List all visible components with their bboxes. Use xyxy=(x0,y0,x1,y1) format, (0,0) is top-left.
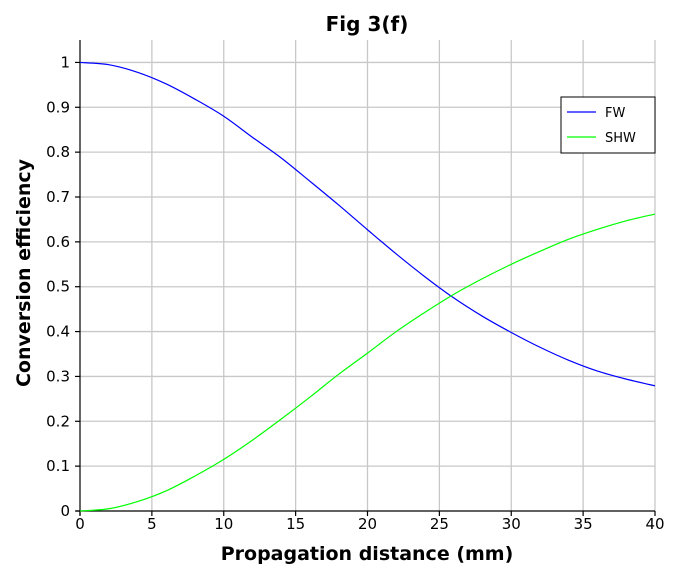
y-tick-label-0: 0 xyxy=(60,502,70,520)
series-line-shw xyxy=(79,213,656,512)
y-tick-label-0-9: 0.9 xyxy=(46,98,70,116)
series-group xyxy=(79,61,656,512)
legend-label-fw: FW xyxy=(605,106,625,121)
legend-box xyxy=(560,96,656,154)
legend: FW SHW xyxy=(560,96,656,154)
y-tick-label-0-8: 0.8 xyxy=(46,143,70,161)
x-axis-label: Propagation distance (mm) xyxy=(221,543,514,565)
grid xyxy=(80,40,656,511)
x-tick-label-40: 40 xyxy=(645,515,664,533)
y-tick-label-0-1: 0.1 xyxy=(46,457,70,475)
series-line-fw xyxy=(79,61,656,387)
y-tick-label-0-6: 0.6 xyxy=(46,233,70,251)
x-tick-label-10: 10 xyxy=(214,515,233,533)
x-tick-label-20: 20 xyxy=(358,515,377,533)
axes: 0 5 10 15 20 25 30 35 40 0 0.1 0.2 0.3 0.4 0.5 0.6 0.7 0.… xyxy=(46,40,665,533)
x-tick-label-0: 0 xyxy=(75,515,85,533)
legend-label-shw: SHW xyxy=(605,131,636,146)
y-tick-label-1: 1 xyxy=(60,53,70,71)
x-tick-label-5: 5 xyxy=(147,515,157,533)
chart-title: Fig 3(f) xyxy=(326,12,409,36)
y-tick-label-0-4: 0.4 xyxy=(46,323,70,341)
y-tick-label-0-3: 0.3 xyxy=(46,367,70,385)
y-axis-label: Conversion efficiency xyxy=(13,158,35,387)
x-tick-label-15: 15 xyxy=(286,515,305,533)
x-tick-label-35: 35 xyxy=(574,515,593,533)
y-tick-label-0-7: 0.7 xyxy=(46,188,70,206)
y-tick-label-0-5: 0.5 xyxy=(46,278,70,296)
y-tick-label-0-2: 0.2 xyxy=(46,412,70,430)
x-tick-label-25: 25 xyxy=(430,515,449,533)
x-tick-label-30: 30 xyxy=(502,515,521,533)
